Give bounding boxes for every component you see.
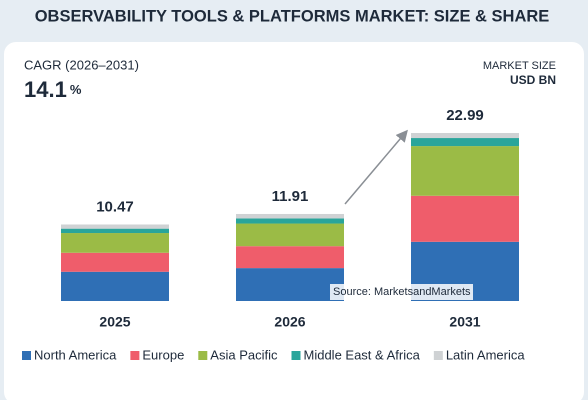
bar-segment bbox=[61, 271, 169, 301]
bar-segment bbox=[411, 138, 519, 147]
total-label: 22.99 bbox=[446, 107, 484, 124]
legend-swatch bbox=[22, 351, 31, 360]
cagr-unit: % bbox=[70, 82, 82, 97]
growth-arrow bbox=[344, 129, 408, 205]
source-bg bbox=[330, 284, 473, 300]
bar-segment bbox=[61, 252, 169, 272]
unit-label: USD BN bbox=[510, 73, 556, 87]
cagr-value: 14.1% bbox=[24, 77, 82, 102]
legend-swatch bbox=[130, 351, 140, 360]
bar-segment bbox=[411, 133, 519, 139]
bar-segment bbox=[411, 146, 519, 196]
bar-segment bbox=[236, 268, 344, 301]
legend-label: Middle East & Africa bbox=[304, 347, 421, 362]
source: Source: MarketsandMarkets bbox=[333, 286, 471, 298]
total-label: 11.91 bbox=[272, 188, 309, 205]
x-tick-label: 2026 bbox=[274, 314, 305, 330]
legend-swatch bbox=[433, 351, 443, 360]
cagr-number: 14.1 bbox=[24, 77, 67, 102]
legend-label: Europe bbox=[142, 347, 184, 362]
cagr-label: CAGR (2026–2031) bbox=[24, 57, 139, 72]
legend-swatch bbox=[198, 351, 208, 360]
x-tick-label: 2031 bbox=[449, 314, 480, 330]
chart-title: OBSERVABILITY TOOLS & PLATFORMS MARKET: … bbox=[35, 7, 550, 25]
bar-segment bbox=[236, 218, 344, 224]
legend-label: Latin America bbox=[446, 347, 526, 362]
total-label: 10.47 bbox=[96, 198, 134, 215]
bar-segment bbox=[61, 233, 169, 253]
bar-segment bbox=[61, 224, 169, 229]
legend-label: Asia Pacific bbox=[210, 347, 278, 362]
bar-segment bbox=[236, 223, 344, 247]
bar-segment bbox=[236, 213, 344, 219]
bar-segment bbox=[61, 228, 169, 234]
x-tick-label: 2025 bbox=[99, 314, 130, 330]
legend-swatch bbox=[291, 351, 301, 360]
bar-segment bbox=[236, 246, 344, 269]
unit-label: MARKET SIZE bbox=[483, 60, 556, 72]
bar-segment bbox=[411, 195, 519, 242]
legend-label: North America bbox=[34, 347, 117, 362]
